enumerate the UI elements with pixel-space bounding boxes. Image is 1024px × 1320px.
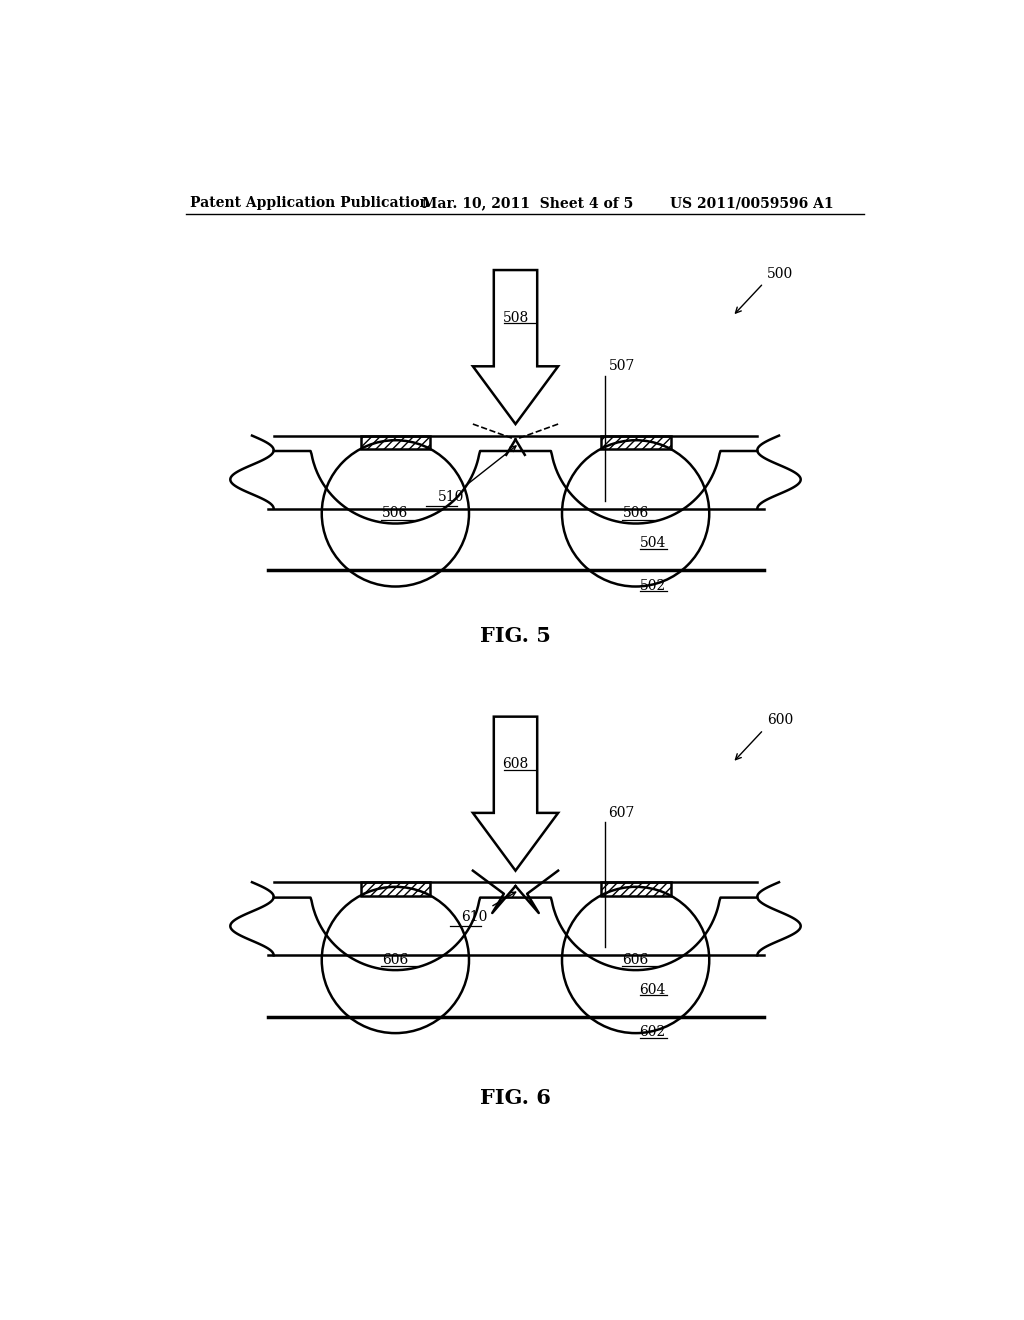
Text: 506: 506: [623, 507, 649, 520]
Text: 508: 508: [503, 310, 528, 325]
Text: 608: 608: [503, 758, 528, 771]
Text: 606: 606: [382, 953, 409, 968]
Text: FIG. 5: FIG. 5: [480, 626, 551, 645]
Text: 506: 506: [382, 507, 409, 520]
Polygon shape: [601, 882, 671, 896]
Polygon shape: [473, 717, 558, 871]
Text: 602: 602: [640, 1026, 666, 1039]
Text: Mar. 10, 2011  Sheet 4 of 5: Mar. 10, 2011 Sheet 4 of 5: [423, 197, 634, 210]
Text: 600: 600: [767, 714, 794, 727]
Text: FIG. 6: FIG. 6: [480, 1088, 551, 1107]
Polygon shape: [601, 436, 671, 449]
Polygon shape: [360, 882, 430, 896]
Text: Patent Application Publication: Patent Application Publication: [190, 197, 430, 210]
Text: 607: 607: [608, 807, 635, 820]
Text: 510: 510: [438, 446, 516, 504]
Polygon shape: [473, 271, 558, 424]
Text: 610: 610: [461, 892, 516, 924]
Polygon shape: [360, 436, 430, 449]
Text: 502: 502: [640, 578, 666, 593]
Text: 500: 500: [767, 267, 794, 281]
Text: US 2011/0059596 A1: US 2011/0059596 A1: [671, 197, 835, 210]
Text: 507: 507: [608, 359, 635, 374]
Text: 604: 604: [640, 983, 666, 997]
Text: 504: 504: [640, 536, 666, 550]
Text: 606: 606: [623, 953, 649, 968]
